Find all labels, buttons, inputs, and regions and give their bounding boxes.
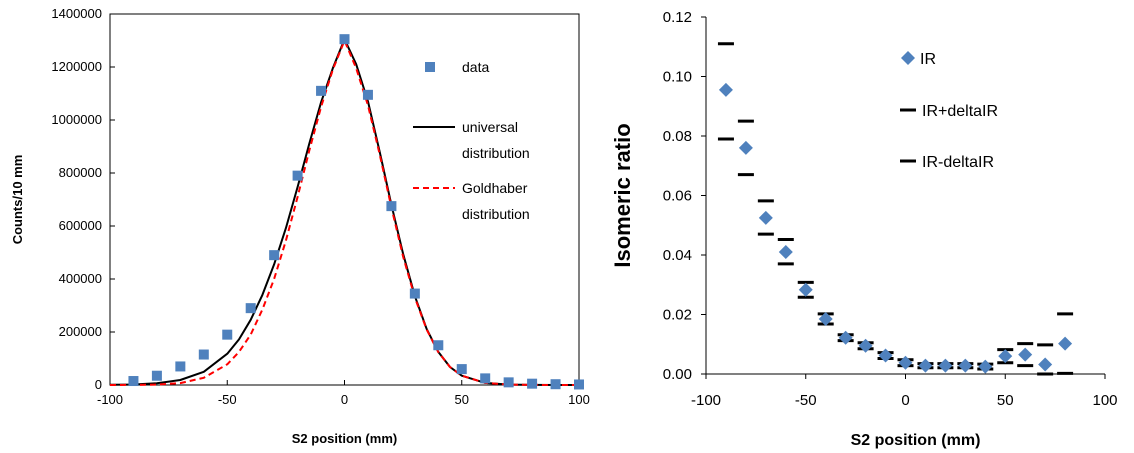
- legend-marker-data: [425, 62, 435, 72]
- legend-label-ir-plus: IR+deltaIR: [922, 103, 998, 120]
- data-point: [198, 349, 209, 360]
- x-tick-label: 100: [568, 392, 590, 407]
- y-tick-label: 0.04: [663, 247, 692, 264]
- y-tick-label: 0.08: [663, 128, 692, 145]
- y-tick-label: 200000: [59, 324, 102, 339]
- y-axis-title: Isomeric ratio: [610, 123, 635, 267]
- isomeric-ratio-chart: -100 -50 0 50 100 0.00 0.02 0.04 0.06 0.08 0.10 0.1…: [610, 9, 1118, 449]
- plot-frame: [109, 13, 580, 386]
- ir-data-point: [958, 358, 973, 373]
- x-axis-title: S2 position (mm): [851, 432, 981, 449]
- ir-data-point: [758, 210, 773, 225]
- data-point: [409, 288, 420, 299]
- x-tick-label: -100: [691, 392, 721, 409]
- data-point: [456, 364, 467, 375]
- data-point: [550, 379, 561, 390]
- x-tick-label: -50: [795, 392, 817, 409]
- data-point: [222, 329, 233, 340]
- counts-vs-position-chart: -100 -50 0 50 100 0 200000 400000 600000 800000 10…: [10, 6, 590, 446]
- x-tick-label: 50: [455, 392, 469, 407]
- data-point: [362, 89, 373, 100]
- x-tick-label: 100: [1092, 392, 1117, 409]
- x-tick-label: -50: [218, 392, 237, 407]
- x-axis-title: S2 position (mm): [292, 431, 397, 446]
- x-tick-label: 50: [997, 392, 1014, 409]
- y-tick-label: 600000: [59, 218, 102, 233]
- ir-data-point: [918, 358, 933, 373]
- data-point: [339, 34, 350, 45]
- data-point: [292, 170, 303, 181]
- goldhaber-distribution-line: [109, 39, 579, 386]
- y-tick-label: 1000000: [51, 112, 102, 127]
- y-axis-title: Counts/10 mm: [10, 155, 25, 245]
- ir-data-point: [878, 348, 893, 363]
- legend-marker-ir: [901, 51, 915, 65]
- ir-data-point: [998, 349, 1013, 364]
- y-tick-label: 1400000: [51, 6, 102, 21]
- x-tick-label: -100: [97, 392, 123, 407]
- data-point: [574, 379, 584, 390]
- y-tick-label: 0.10: [663, 69, 692, 86]
- data-point: [433, 340, 444, 351]
- y-tick-label: 1200000: [51, 59, 102, 74]
- y-tick-label: 800000: [59, 165, 102, 180]
- y-tick-label: 0.00: [663, 366, 692, 383]
- ir-data-point: [838, 330, 853, 345]
- ir-data-point: [978, 359, 993, 374]
- y-tick-label: 400000: [59, 271, 102, 286]
- data-point: [386, 201, 397, 212]
- data-point: [151, 370, 162, 381]
- y-tick-label: 0: [95, 377, 102, 392]
- ir-data-point: [818, 311, 833, 326]
- data-point: [503, 377, 514, 388]
- legend-label-universal-line2: distribution: [462, 145, 530, 161]
- ir-data-point: [1038, 357, 1053, 372]
- data-point: [316, 85, 327, 96]
- legend-label-ir: IR: [920, 51, 936, 68]
- legend-label-goldhaber-line2: distribution: [462, 206, 530, 222]
- data-point: [175, 361, 186, 372]
- ir-data-point: [1018, 347, 1033, 362]
- legend-label-data: data: [462, 59, 489, 75]
- ir-data-point: [798, 282, 813, 297]
- ir-data-point: [898, 355, 913, 370]
- x-tick-label: 0: [341, 392, 348, 407]
- legend-label-ir-minus: IR-deltaIR: [922, 154, 994, 171]
- ir-data-point: [738, 140, 753, 155]
- ir-data-point: [1058, 336, 1073, 351]
- legend-label-goldhaber-line1: Goldhaber: [462, 180, 528, 196]
- data-point: [245, 303, 256, 314]
- ir-data-point: [718, 82, 733, 97]
- ir-data-point: [778, 245, 793, 260]
- legend-label-universal-line1: universal: [462, 119, 518, 135]
- data-point: [269, 250, 280, 261]
- x-tick-label: 0: [901, 392, 909, 409]
- ir-data-point: [858, 338, 873, 353]
- data-point: [480, 373, 491, 384]
- data-point: [128, 376, 139, 387]
- y-tick-label: 0.06: [663, 188, 692, 205]
- y-tick-label: 0.02: [663, 307, 692, 324]
- y-tick-label: 0.12: [663, 9, 692, 26]
- ir-data-point: [938, 358, 953, 373]
- data-point: [527, 378, 538, 389]
